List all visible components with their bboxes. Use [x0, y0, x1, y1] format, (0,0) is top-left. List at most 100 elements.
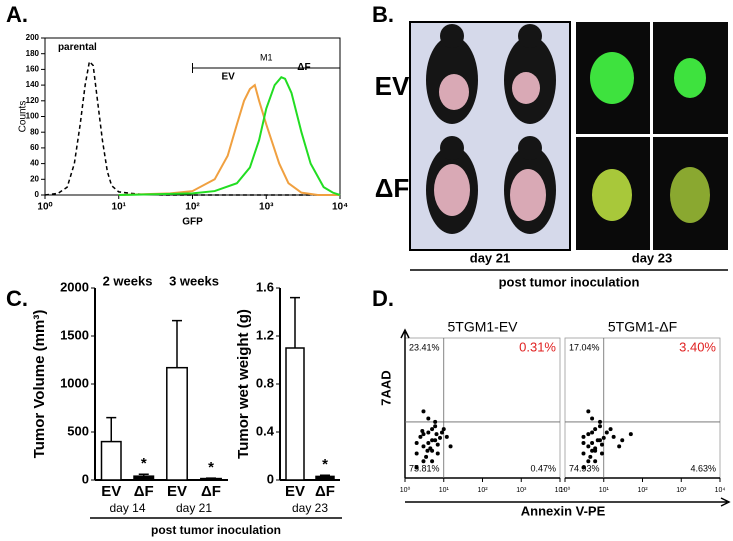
- y-tick-label: 0: [35, 190, 40, 199]
- y-tick-label: 0: [267, 471, 274, 486]
- dot: [426, 416, 431, 421]
- y-tick-label: 20: [30, 174, 39, 183]
- y-tick-label: 120: [26, 96, 40, 105]
- error-bar: [290, 296, 300, 348]
- dot: [599, 442, 604, 447]
- y-axis-arrow: [400, 328, 410, 478]
- y-tick-label: 100: [26, 112, 40, 121]
- y-axis-label: 7AAD: [378, 370, 393, 405]
- dot: [439, 430, 444, 435]
- dot: [588, 454, 593, 459]
- panel-label: B.: [372, 2, 394, 27]
- x-tick-label: 10⁰: [400, 486, 411, 494]
- dot: [414, 465, 419, 470]
- y-tick-label: 140: [26, 80, 40, 89]
- dot: [590, 441, 595, 445]
- dot: [425, 448, 430, 453]
- quadrant-label: 3.40%: [679, 339, 716, 354]
- y-axis-label: Tumor Volume (mm³): [31, 310, 48, 459]
- x-tick-label: ΔF: [134, 483, 154, 500]
- dot: [586, 459, 591, 464]
- x-axis-label: day 23: [292, 501, 328, 515]
- dot: [434, 432, 439, 437]
- series-line: [44, 59, 340, 196]
- dot: [597, 424, 602, 429]
- dot: [601, 435, 606, 440]
- x-tick-label: 10⁴: [555, 487, 566, 494]
- dot: [593, 427, 598, 432]
- y-tick-label: 1.6: [256, 279, 274, 294]
- panel-title: 5TGM1-EV: [447, 319, 518, 335]
- x-tick-label: 10⁴: [715, 487, 726, 494]
- dot: [441, 427, 446, 432]
- y-tick-label: 0.4: [256, 423, 275, 438]
- x-tick-label: 10³: [516, 487, 527, 494]
- x-tick-label: EV: [285, 483, 305, 500]
- row-label: EV: [375, 71, 410, 101]
- dot: [590, 430, 595, 435]
- panel-label: C.: [6, 286, 28, 311]
- dot: [421, 444, 426, 449]
- series-line: [118, 76, 341, 196]
- x-tick-label: 10²: [185, 202, 200, 213]
- dot: [590, 448, 595, 453]
- y-tick-label: 500: [67, 423, 89, 438]
- x-tick-label: 10⁰: [37, 202, 52, 213]
- y-tick-label: 0: [82, 471, 89, 486]
- x-tick-label: EV: [167, 483, 187, 500]
- series-label: EV: [221, 72, 235, 83]
- dot: [430, 438, 435, 443]
- panel-label: D.: [372, 286, 394, 311]
- dot: [597, 419, 602, 424]
- dot: [620, 438, 625, 443]
- caption: post tumor inoculation: [151, 523, 281, 537]
- plot-frame: [404, 337, 561, 479]
- row-label: ΔF: [375, 173, 410, 203]
- panel-title: 5TGM1-ΔF: [608, 319, 677, 335]
- x-axis-label: GFP: [182, 217, 203, 228]
- x-axis-arrow: [405, 497, 731, 507]
- dot: [599, 451, 604, 456]
- dot: [444, 434, 449, 439]
- dot: [421, 459, 426, 464]
- day-label: day 23: [632, 250, 672, 265]
- dot: [414, 451, 419, 456]
- x-tick-label: 10²: [637, 487, 648, 494]
- error-bar: [172, 319, 182, 368]
- dot: [433, 424, 438, 429]
- dot: [435, 442, 440, 447]
- series-line: [118, 83, 340, 196]
- x-tick-label: 10⁰: [560, 486, 571, 494]
- dot: [430, 459, 435, 464]
- y-axis-label: Tumor wet weight (g): [235, 309, 252, 459]
- dot: [430, 427, 435, 432]
- dot: [421, 432, 426, 437]
- dot: [586, 409, 591, 414]
- dot: [420, 429, 425, 434]
- series-label: parental: [58, 42, 97, 53]
- dot: [604, 430, 609, 435]
- dot: [590, 416, 595, 421]
- bar: [100, 440, 122, 481]
- bar: [315, 475, 335, 481]
- dot: [433, 419, 438, 424]
- error-bar: [106, 416, 117, 442]
- dot: [595, 438, 600, 443]
- y-tick-label: 0.8: [256, 375, 274, 390]
- quadrant-label: 0.47%: [530, 463, 556, 473]
- dot: [426, 441, 431, 445]
- dot: [586, 432, 591, 437]
- quadrant-label: 23.41%: [409, 342, 440, 352]
- panel-label: A.: [6, 2, 28, 27]
- dot: [424, 454, 429, 459]
- x-tick-label: 10³: [259, 202, 274, 213]
- dot: [581, 434, 586, 439]
- dot: [611, 434, 616, 439]
- x-axis-label: day 21: [176, 501, 212, 515]
- x-tick-label: 10²: [477, 487, 488, 494]
- y-tick-label: 180: [26, 49, 40, 58]
- dot: [581, 441, 586, 445]
- x-axis-label: day 14: [109, 501, 145, 515]
- y-tick-label: 160: [26, 65, 40, 74]
